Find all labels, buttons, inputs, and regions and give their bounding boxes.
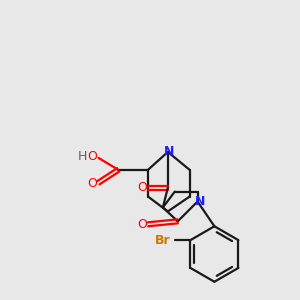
Text: O: O [137,218,147,231]
Text: N: N [195,195,206,208]
Text: Br: Br [155,234,170,247]
Text: O: O [88,177,98,190]
Text: N: N [164,146,174,158]
Text: O: O [88,150,98,164]
Text: O: O [137,181,147,194]
Text: H: H [78,150,87,164]
